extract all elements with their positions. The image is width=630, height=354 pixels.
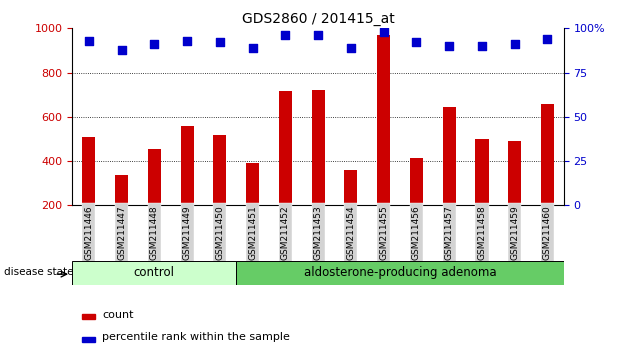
Bar <box>181 126 193 205</box>
Point <box>280 33 290 38</box>
Text: GSM211459: GSM211459 <box>510 205 519 260</box>
Bar <box>236 261 564 285</box>
Point <box>379 29 389 35</box>
Text: GSM211455: GSM211455 <box>379 205 388 260</box>
Bar <box>214 135 226 205</box>
Text: count: count <box>102 310 134 320</box>
Text: GSM211446: GSM211446 <box>84 205 93 260</box>
Point <box>248 45 258 51</box>
Text: GSM211449: GSM211449 <box>183 205 192 260</box>
Point <box>149 41 159 47</box>
Bar <box>345 170 357 205</box>
Bar <box>508 141 521 205</box>
Text: GSM211450: GSM211450 <box>215 205 224 260</box>
Bar <box>312 90 324 205</box>
Point <box>477 43 487 49</box>
Bar <box>83 337 94 342</box>
Bar <box>443 107 455 205</box>
Point <box>411 40 421 45</box>
Point <box>510 41 520 47</box>
Text: GSM211460: GSM211460 <box>543 205 552 260</box>
Text: GSM211453: GSM211453 <box>314 205 323 260</box>
Text: GSM211456: GSM211456 <box>412 205 421 260</box>
Bar <box>83 314 94 319</box>
Bar <box>83 137 95 205</box>
Bar <box>410 158 423 205</box>
Point <box>313 33 323 38</box>
Point <box>215 40 225 45</box>
Bar <box>279 91 292 205</box>
Bar <box>72 261 236 285</box>
Bar <box>476 139 488 205</box>
Text: disease state: disease state <box>4 267 73 277</box>
Text: percentile rank within the sample: percentile rank within the sample <box>102 332 290 342</box>
Text: GSM211448: GSM211448 <box>150 205 159 260</box>
Point <box>182 38 192 44</box>
Point <box>346 45 356 51</box>
Text: aldosterone-producing adenoma: aldosterone-producing adenoma <box>304 267 496 279</box>
Bar <box>246 163 259 205</box>
Point <box>84 38 94 44</box>
Text: GSM211452: GSM211452 <box>281 205 290 260</box>
Bar <box>115 176 128 205</box>
Bar <box>541 104 554 205</box>
Text: control: control <box>134 267 175 279</box>
Text: GSM211457: GSM211457 <box>445 205 454 260</box>
Point <box>444 43 454 49</box>
Point <box>542 36 553 42</box>
Title: GDS2860 / 201415_at: GDS2860 / 201415_at <box>242 12 394 26</box>
Bar <box>377 35 390 205</box>
Text: GSM211447: GSM211447 <box>117 205 126 260</box>
Text: GSM211451: GSM211451 <box>248 205 257 260</box>
Text: GSM211458: GSM211458 <box>478 205 486 260</box>
Bar <box>148 149 161 205</box>
Text: GSM211454: GSM211454 <box>346 205 355 260</box>
Point <box>117 47 127 52</box>
